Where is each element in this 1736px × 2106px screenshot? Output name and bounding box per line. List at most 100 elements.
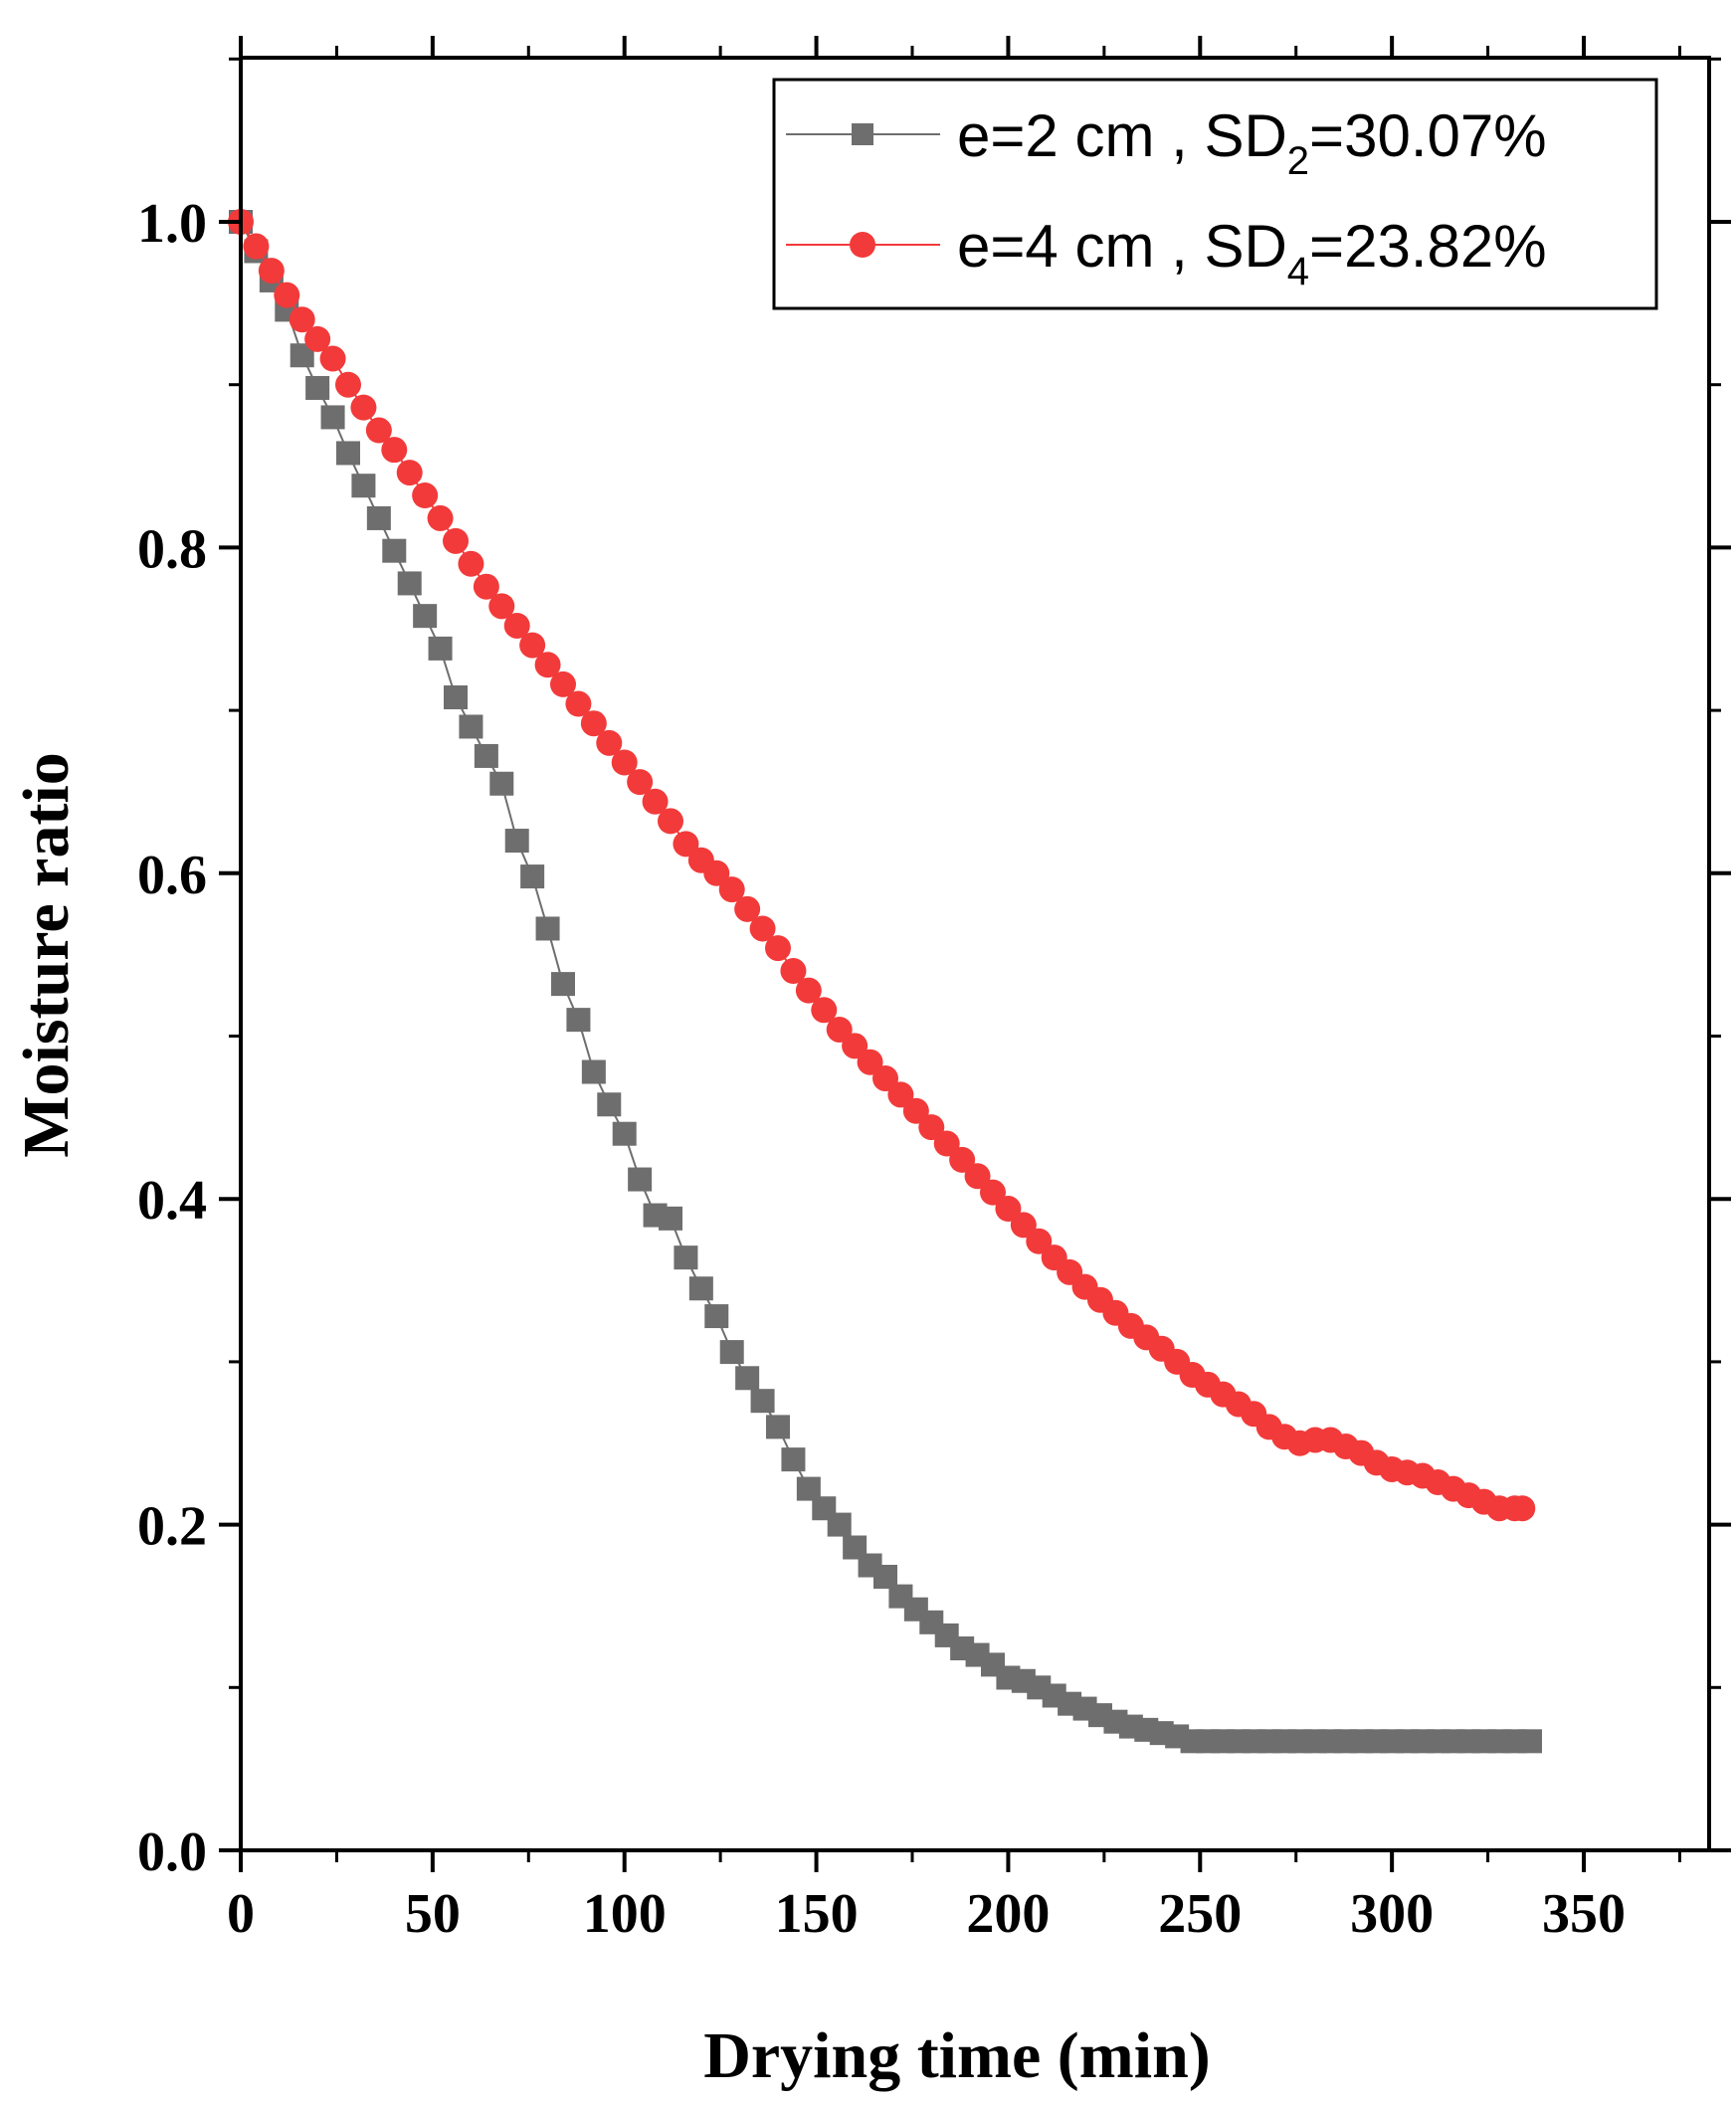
data-point-square xyxy=(320,405,345,430)
data-point-circle xyxy=(565,690,592,717)
y-tick-label: 0.2 xyxy=(137,1496,207,1558)
data-point-square xyxy=(781,1447,806,1472)
data-point-square xyxy=(674,1245,698,1270)
data-point-circle xyxy=(519,632,546,659)
data-point-square xyxy=(719,1340,744,1365)
x-tick-label: 150 xyxy=(775,1883,859,1945)
axes-layer: 0 50 100 150 200 250 300 350 0.0 0.2 0.4 0.6 0.8 1.0 xyxy=(137,36,1731,1945)
data-point-circle xyxy=(503,612,530,639)
data-point-circle xyxy=(274,282,300,308)
data-point-square xyxy=(351,474,376,498)
data-point-circle xyxy=(980,1179,1006,1206)
data-point-square xyxy=(459,714,483,739)
data-point-circle xyxy=(381,437,408,464)
data-point-square xyxy=(444,685,468,710)
data-point-circle xyxy=(1509,1495,1536,1522)
data-point-circle xyxy=(396,460,423,486)
data-point-circle xyxy=(243,233,270,260)
data-point-circle xyxy=(842,1033,868,1059)
data-point-square xyxy=(766,1415,790,1439)
data-point-circle xyxy=(627,769,654,796)
data-point-circle xyxy=(1010,1212,1037,1239)
legend-label-series-2: e=4 cm , SD4=23.82% xyxy=(957,213,1547,293)
legend-label-series-1: e=2 cm , SD2=30.07% xyxy=(957,102,1547,183)
data-point-square xyxy=(489,771,514,796)
data-point-square xyxy=(735,1366,760,1391)
data-point-circle xyxy=(473,573,499,600)
data-point-square xyxy=(382,538,407,563)
data-point-square xyxy=(535,916,560,941)
legend-marker-series-1 xyxy=(852,123,873,145)
data-point-square xyxy=(336,441,360,466)
data-point-square xyxy=(659,1206,682,1231)
data-point-circle xyxy=(350,394,377,421)
data-point-square xyxy=(827,1512,852,1537)
data-point-circle xyxy=(734,895,761,922)
data-point-square xyxy=(1518,1729,1542,1754)
data-point-circle xyxy=(658,808,683,835)
data-point-square xyxy=(551,972,575,997)
data-point-circle xyxy=(918,1114,945,1141)
data-point-circle xyxy=(412,482,439,509)
data-point-circle xyxy=(443,527,469,554)
data-point-circle xyxy=(458,550,484,577)
data-point-circle xyxy=(857,1049,883,1075)
data-point-circle xyxy=(780,958,807,985)
y-tick-label: 0.4 xyxy=(137,1170,207,1232)
data-point-circle xyxy=(304,325,331,352)
series-layer xyxy=(228,209,1542,1754)
data-point-circle xyxy=(749,915,776,942)
x-tick-label: 100 xyxy=(583,1883,667,1945)
data-point-circle xyxy=(1026,1228,1053,1254)
data-point-circle xyxy=(550,670,576,697)
data-point-circle xyxy=(319,345,346,372)
data-point-circle xyxy=(488,593,515,620)
legend-box xyxy=(772,78,1658,310)
data-point-circle xyxy=(826,1016,853,1043)
data-point-square xyxy=(366,505,391,530)
data-point-circle xyxy=(335,371,361,398)
plot-frame xyxy=(239,56,1711,1852)
data-point-square xyxy=(566,1008,591,1033)
data-point-square xyxy=(397,571,422,596)
data-point-square xyxy=(597,1092,622,1117)
data-point-circle xyxy=(703,860,730,886)
data-point-square xyxy=(612,1121,637,1146)
data-point-square xyxy=(474,743,498,768)
data-point-circle xyxy=(427,504,454,531)
data-point-square xyxy=(428,636,453,661)
y-axis-title: Moisture ratio xyxy=(10,752,83,1158)
data-point-circle xyxy=(964,1163,991,1190)
x-tick-label: 350 xyxy=(1542,1883,1626,1945)
data-point-circle xyxy=(949,1146,976,1173)
legend: e=2 cm , SD2=30.07% e=4 cm , SD4=23.82% xyxy=(772,78,1658,310)
data-point-circle xyxy=(289,306,315,333)
data-point-circle xyxy=(596,729,623,756)
data-point-circle xyxy=(258,258,285,285)
data-point-circle xyxy=(933,1130,960,1157)
data-point-circle xyxy=(673,831,699,858)
data-point-square xyxy=(504,829,529,854)
data-point-circle xyxy=(580,710,607,737)
data-point-square xyxy=(581,1059,606,1084)
legend-marker-series-2 xyxy=(850,232,875,258)
data-point-circle xyxy=(902,1097,929,1124)
data-point-circle xyxy=(795,977,822,1004)
data-point-circle xyxy=(887,1081,914,1108)
data-point-circle xyxy=(365,417,392,444)
legend-entry-series-2: e=4 cm , SD4=23.82% xyxy=(786,213,1547,293)
series-2 xyxy=(228,209,1536,1522)
y-tick-label: 0.0 xyxy=(137,1821,207,1883)
x-tick-label: 250 xyxy=(1158,1883,1242,1945)
data-point-square xyxy=(704,1304,729,1329)
data-point-circle xyxy=(718,876,745,903)
data-point-circle xyxy=(765,935,791,962)
x-tick-label: 50 xyxy=(405,1883,461,1945)
data-point-square xyxy=(305,375,330,400)
data-point-circle xyxy=(611,749,638,776)
data-point-square xyxy=(520,864,545,889)
data-point-square xyxy=(628,1167,653,1192)
data-point-circle xyxy=(872,1065,898,1092)
data-point-square xyxy=(688,1276,713,1301)
